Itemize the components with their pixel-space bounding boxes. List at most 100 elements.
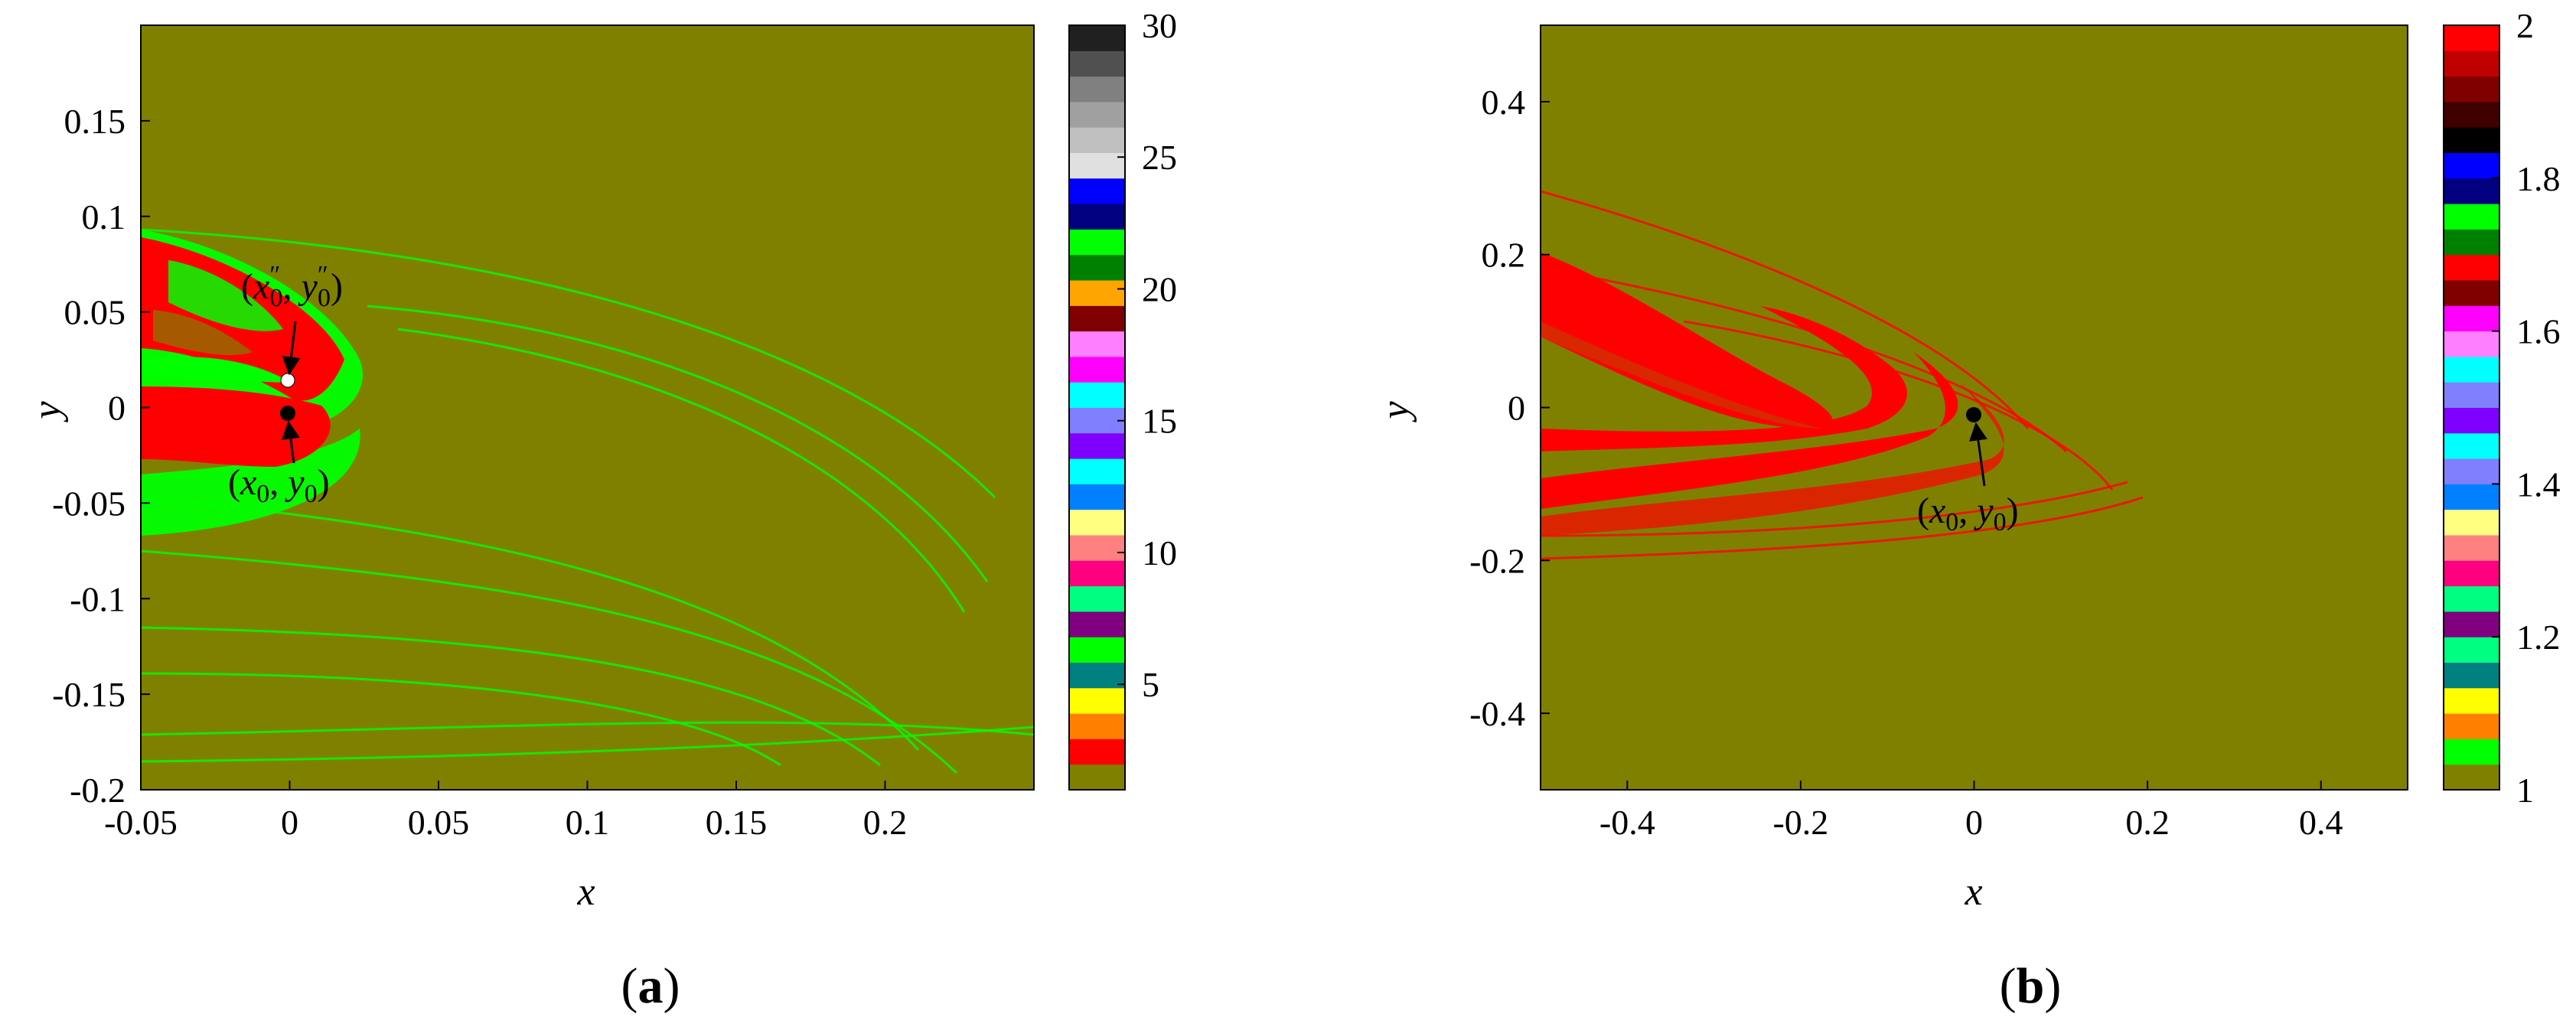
panel-a-x-tick-label: 0 <box>281 803 298 842</box>
panel-a-colorbar-swatch <box>1069 407 1125 434</box>
panel-b-colorbar-swatch <box>2444 178 2499 204</box>
panel-b-colorbar-swatch <box>2444 484 2499 510</box>
panel-b-colorbar-swatch <box>2444 407 2499 434</box>
panel-a-x-tick-label: 0.1 <box>566 803 610 842</box>
panel-b-x-tick-label: 0.4 <box>2299 803 2343 842</box>
panel-a-colorbar: 5 10 15 20 25 30 <box>1068 6 1177 791</box>
panel-b-colorbar-swatch <box>2444 560 2499 587</box>
panel-a-filaments <box>140 228 1035 774</box>
panel-a-colorbar-swatch <box>1069 204 1125 230</box>
panel-a-marker-x0pp <box>280 373 295 388</box>
panel-b-filament <box>1683 320 2114 491</box>
panel-b-colorbar-swatch <box>2444 51 2499 77</box>
panel-b-filament <box>1540 190 2030 429</box>
panel-b-colorbar-swatch <box>2444 662 2499 689</box>
panel-a-x-tick-label: 0.15 <box>706 803 768 842</box>
panel-a-y-tick-label: 0.1 <box>82 197 126 236</box>
panel-b-colorbar-swatch <box>2444 713 2499 739</box>
panel-a-y-tick-label: 0.15 <box>64 102 126 141</box>
panel-a-colorbar-swatch <box>1069 611 1125 637</box>
panel-a-colorbar-swatch <box>1069 76 1125 103</box>
panel-a-filament <box>140 496 920 752</box>
panel-b-colorbar-swatch <box>2444 458 2499 484</box>
panel-b-colorbar-swatch <box>2444 101 2499 128</box>
panel-a-y-tick-label: -0.1 <box>70 579 126 618</box>
panel-b-colorbar-label: 2 <box>2516 6 2534 45</box>
panel-b-colorbar-swatch <box>2444 764 2499 791</box>
panel-a-colorbar-label: 5 <box>1142 665 1159 704</box>
panel-b-colorbar-swatch <box>2444 738 2499 765</box>
panel-a-colorbar-swatch <box>1069 484 1125 510</box>
panel-a-y-tick-label: 0.05 <box>64 293 126 332</box>
panel-a-colorbar-swatch <box>1069 254 1125 281</box>
panel-b-colorbar-label: 1 <box>2516 771 2534 810</box>
panel-a-annotation-x0pp: (x″ 0, y″ 0) <box>241 261 343 312</box>
panel-b-filament <box>1540 266 2068 453</box>
panel-b-colorbar-swatch <box>2444 280 2499 306</box>
panel-b-x-ticks: -0.4 -0.2 0 0.2 0.4 <box>1599 781 2343 842</box>
panel-a-colorbar-swatch <box>1069 229 1125 256</box>
panel-a-colorbar-swatch <box>1069 331 1125 357</box>
panel-b-colorbar-swatch <box>2444 254 2499 281</box>
panel-a-colorbar-swatch <box>1069 713 1125 739</box>
panel-b-colorbar-label: 1.8 <box>2516 159 2561 198</box>
panel-b-colorbar: 1 1.2 1.4 1.6 1.8 2 <box>2443 6 2561 810</box>
panel-b-colorbar-swatch <box>2444 585 2499 612</box>
panel-b-colorbar-label: 1.2 <box>2516 618 2561 657</box>
panel-b-colorbar-frame <box>2443 24 2500 791</box>
panel-a-x-ticks: -0.05 0 0.05 0.1 0.15 0.2 <box>104 781 907 842</box>
panel-b-y-tick-label: -0.4 <box>1469 694 1525 733</box>
panel-b-colorbar-swatch <box>2444 152 2499 179</box>
panel-a-colorbar-swatch <box>1069 152 1125 179</box>
panel-b: (x0, y0) -0.4 -0.2 0 0.2 0.4 -0.4 -0.2 0 0.2 0.4… <box>1374 6 2561 1014</box>
panel-a-filament <box>140 721 1035 736</box>
panel-b-annotation-x0: (x0, y0) <box>1917 491 2019 536</box>
panel-a-filament <box>140 672 781 767</box>
panel-b-colorbar-swatch <box>2444 611 2499 637</box>
panel-a-colorbar-label: 20 <box>1142 269 1177 308</box>
panel-a-arrow-x0 <box>281 420 300 464</box>
panel-b-colorbar-swatch <box>2444 76 2499 103</box>
panel-b-colorbar-swatch <box>2444 509 2499 536</box>
panel-a-filament <box>140 228 996 499</box>
panel-b-y-tick-label: -0.2 <box>1469 541 1525 580</box>
panel-a-filament <box>140 725 1035 763</box>
panel-a-annotation-x0: (x0, y0) <box>228 462 330 508</box>
panel-a-marker-x0 <box>280 406 295 421</box>
panel-b-x-tick-label: -0.4 <box>1599 803 1655 842</box>
panel-a-colorbar-frame <box>1068 24 1126 791</box>
panel-b-y-tick-label: 0.4 <box>1482 83 1526 122</box>
panel-a-colorbar-swatch <box>1069 305 1125 332</box>
panel-a-arrow-x0pp <box>282 321 301 376</box>
panel-a-y-ticks: -0.2 -0.15 -0.1 -0.05 0 0.05 0.1 0.15 <box>52 102 150 810</box>
panel-a-colorbar-swatch <box>1069 738 1125 765</box>
panel-a-colorbar-swatch <box>1069 585 1125 612</box>
panel-b-colorbar-swatch <box>2444 637 2499 663</box>
panel-a-colorbar-swatch <box>1069 509 1125 536</box>
panel-a-colorbar-label: 25 <box>1142 138 1177 177</box>
panel-a-x-tick-label: 0.2 <box>863 803 908 842</box>
panel-b-basin-pattern <box>1541 253 2004 536</box>
panel-a-xlabel: x <box>576 870 595 914</box>
panel-b-colorbar-label: 1.4 <box>2516 465 2561 504</box>
panel-b-caption: (b) <box>2000 958 2062 1014</box>
panel-b-colorbar-swatch <box>2444 229 2499 256</box>
panel-b-colorbar-swatch <box>2444 432 2499 459</box>
panel-a-filament <box>367 305 989 582</box>
panel-a-colorbar-swatch <box>1069 560 1125 587</box>
panel-b-filament <box>1540 496 2144 560</box>
panel-b-colorbar-swatch <box>2444 305 2499 332</box>
panel-b-xlabel: x <box>1964 870 1982 914</box>
panel-a-colorbar-swatch <box>1069 25 1125 51</box>
panel-a-colorbar-swatch <box>1069 764 1125 791</box>
panel-a-caption: (a) <box>621 958 680 1014</box>
panel-b-x-tick-label: -0.2 <box>1772 803 1828 842</box>
panel-a-y-tick-label: -0.2 <box>70 771 126 810</box>
panel-a-colorbar-swatch <box>1069 382 1125 408</box>
panel-b-colorbar-swatch <box>2444 25 2499 51</box>
panel-b-marker-x0 <box>1966 407 1981 422</box>
panel-a-ylabel: y <box>25 401 69 423</box>
panel-a-colorbar-swatch <box>1069 356 1125 383</box>
panel-a-filament <box>140 626 881 767</box>
